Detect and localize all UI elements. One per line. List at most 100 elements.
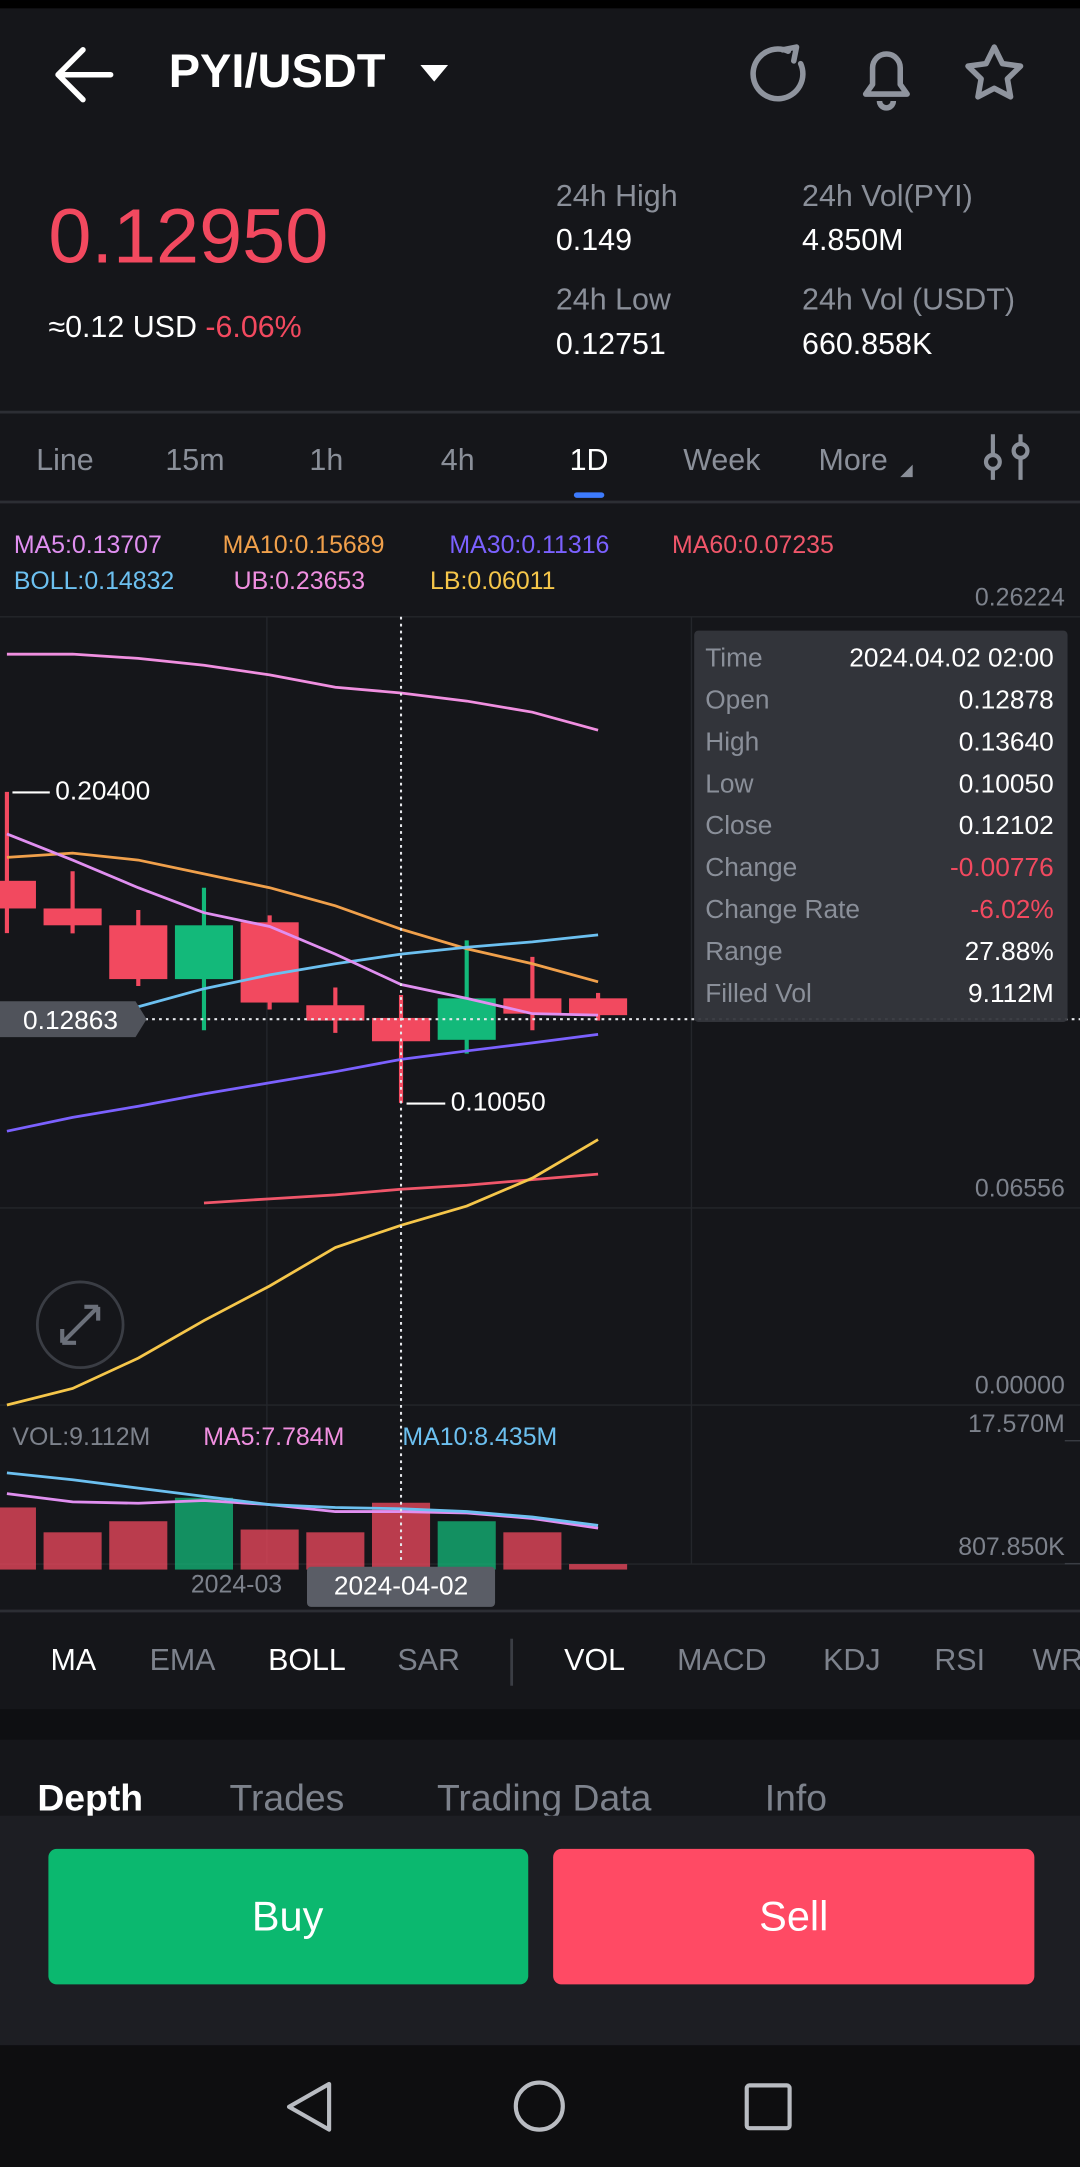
indicator-line xyxy=(6,1033,599,1133)
volume-bar xyxy=(503,1532,562,1570)
section-tab[interactable]: Depth xyxy=(37,1776,143,1818)
tooltip-value: 9.112M xyxy=(968,978,1054,1008)
x-axis-label: 2024-03 xyxy=(191,1571,282,1599)
indicator-tab[interactable]: WR xyxy=(1033,1643,1080,1677)
indicator-tab[interactable]: MA xyxy=(50,1643,96,1677)
indicator-tab[interactable]: KDJ xyxy=(823,1643,880,1677)
sell-label[interactable]: Sell xyxy=(759,1892,828,1939)
volume-bar xyxy=(569,1564,628,1570)
last-price: 0.12950 xyxy=(48,193,328,279)
interval-tab[interactable]: 1h xyxy=(309,443,343,477)
pair-title[interactable]: PYI/USDT xyxy=(169,44,386,97)
buy-button[interactable] xyxy=(48,1848,529,1985)
volume-legend: MA5:7.784M xyxy=(203,1423,344,1451)
tooltip-label: High xyxy=(705,726,759,756)
indicator-line xyxy=(6,851,599,984)
sell-button[interactable] xyxy=(553,1848,1035,1985)
legend-item: BOLL:0.14832 xyxy=(14,567,174,595)
volume-ma-line xyxy=(6,1492,599,1530)
indicator-tab[interactable]: RSI xyxy=(934,1643,985,1677)
section-tab[interactable]: Trades xyxy=(230,1776,345,1818)
tooltip-value: 0.10050 xyxy=(959,768,1054,798)
tooltip-value: -0.00776 xyxy=(950,852,1054,882)
nav-bar xyxy=(0,2045,1080,2167)
indicator-line xyxy=(6,832,599,1017)
price-plot xyxy=(0,652,628,1407)
interval-tabs: Line 15m 1h 4h 1D Week More xyxy=(36,443,888,498)
tooltip-rows: Time 2024.04.02 02:00 Open 0.12878 High 0.136… xyxy=(705,643,1053,1008)
tooltip xyxy=(694,630,1068,1022)
tab-row xyxy=(0,1613,1080,1710)
high-marker: 0.20400 xyxy=(55,775,150,805)
pair-dropdown[interactable] xyxy=(420,65,449,82)
volume-bar xyxy=(306,1532,365,1570)
volume-bar xyxy=(174,1497,234,1570)
stats: 24h High 0.149 24h Vol(PYI) 4.850M 24h Low 0.… xyxy=(556,179,1015,361)
indicator-line xyxy=(6,652,599,732)
favorite-button[interactable] xyxy=(965,44,1024,100)
interval-tab[interactable]: 15m xyxy=(165,443,224,477)
tooltip-value: 0.12878 xyxy=(959,684,1054,714)
candle-body xyxy=(569,998,628,1016)
nav-recent[interactable] xyxy=(744,2083,792,2131)
back-button[interactable] xyxy=(55,47,114,103)
stat-value: 0.149 xyxy=(556,223,632,257)
candle-body xyxy=(43,908,102,926)
stat-label: 24h High xyxy=(556,179,678,213)
indicator-tab[interactable]: SAR xyxy=(397,1643,460,1677)
volume-tick-label: 17.570M xyxy=(968,1410,1065,1438)
volume-bar xyxy=(43,1532,102,1570)
interval-tab[interactable]: 4h xyxy=(441,443,475,477)
buy-label[interactable]: Buy xyxy=(252,1892,324,1939)
tooltip-value: 0.12102 xyxy=(959,810,1054,840)
volume-bar xyxy=(0,1507,36,1570)
tooltip-value: 2024.04.02 02:00 xyxy=(849,643,1053,673)
indicator-tab[interactable]: VOL xyxy=(564,1643,625,1677)
indicator-tab[interactable]: MACD xyxy=(677,1643,767,1677)
tooltip-label: Filled Vol xyxy=(705,978,812,1008)
interval-tab[interactable]: More xyxy=(819,443,888,477)
interval-tab[interactable]: Line xyxy=(36,443,93,477)
settings-button[interactable] xyxy=(983,434,1030,480)
volume-legend: MA10:8.435M xyxy=(402,1423,557,1451)
alert-button[interactable] xyxy=(862,51,910,111)
candle-body xyxy=(503,998,562,1014)
interval-tab[interactable]: 1D xyxy=(570,443,609,477)
candle-body xyxy=(174,925,234,980)
change-percent: -6.06% xyxy=(205,310,301,344)
gap xyxy=(0,1709,1080,1740)
bottom-tabs: Depth Trades Trading Data Info xyxy=(37,1776,827,1818)
legend-item: MA5:0.13707 xyxy=(14,531,162,559)
nav-back[interactable] xyxy=(286,2081,332,2132)
nav-home[interactable] xyxy=(513,2080,565,2132)
refresh-button[interactable] xyxy=(750,44,806,102)
tooltip-label: Close xyxy=(705,810,772,840)
legend-item: MA10:0.15689 xyxy=(223,531,385,559)
indicator-tab[interactable]: BOLL xyxy=(268,1643,346,1677)
expand-button[interactable] xyxy=(35,1280,125,1370)
stat-label: 24h Vol(PYI) xyxy=(802,179,973,213)
stat-value: 660.858K xyxy=(802,327,932,361)
y-tick-label: 0.06556 xyxy=(975,1175,1065,1203)
y-tick-label: 0.26224 xyxy=(975,583,1065,611)
more-arrow xyxy=(900,464,913,478)
usd-value: ≈0.12 USD xyxy=(48,310,197,344)
low-marker: 0.10050 xyxy=(451,1086,546,1116)
indicator-tab[interactable]: EMA xyxy=(150,1643,217,1677)
stat-label: 24h Low xyxy=(556,283,672,317)
section-tab[interactable]: Info xyxy=(765,1776,827,1818)
price-grid: 0.26224 0.06556 0.00000 xyxy=(0,583,1080,1406)
indicator-legend: MA5:0.13707 MA10:0.15689 MA30:0.11316 MA60:… xyxy=(14,531,834,595)
volume-ma-line xyxy=(6,1471,599,1527)
section-tab[interactable]: Trading Data xyxy=(437,1776,652,1818)
legend-item: LB:0.06011 xyxy=(430,567,555,595)
tooltip-label: Open xyxy=(705,684,769,714)
interval-tab[interactable]: Week xyxy=(683,443,761,477)
candle-body xyxy=(437,998,496,1040)
usd-price: ≈0.12 USD -6.06% xyxy=(48,310,301,344)
crosshair-date-tag xyxy=(306,1566,496,1607)
legend-item: UB:0.23653 xyxy=(234,567,365,595)
